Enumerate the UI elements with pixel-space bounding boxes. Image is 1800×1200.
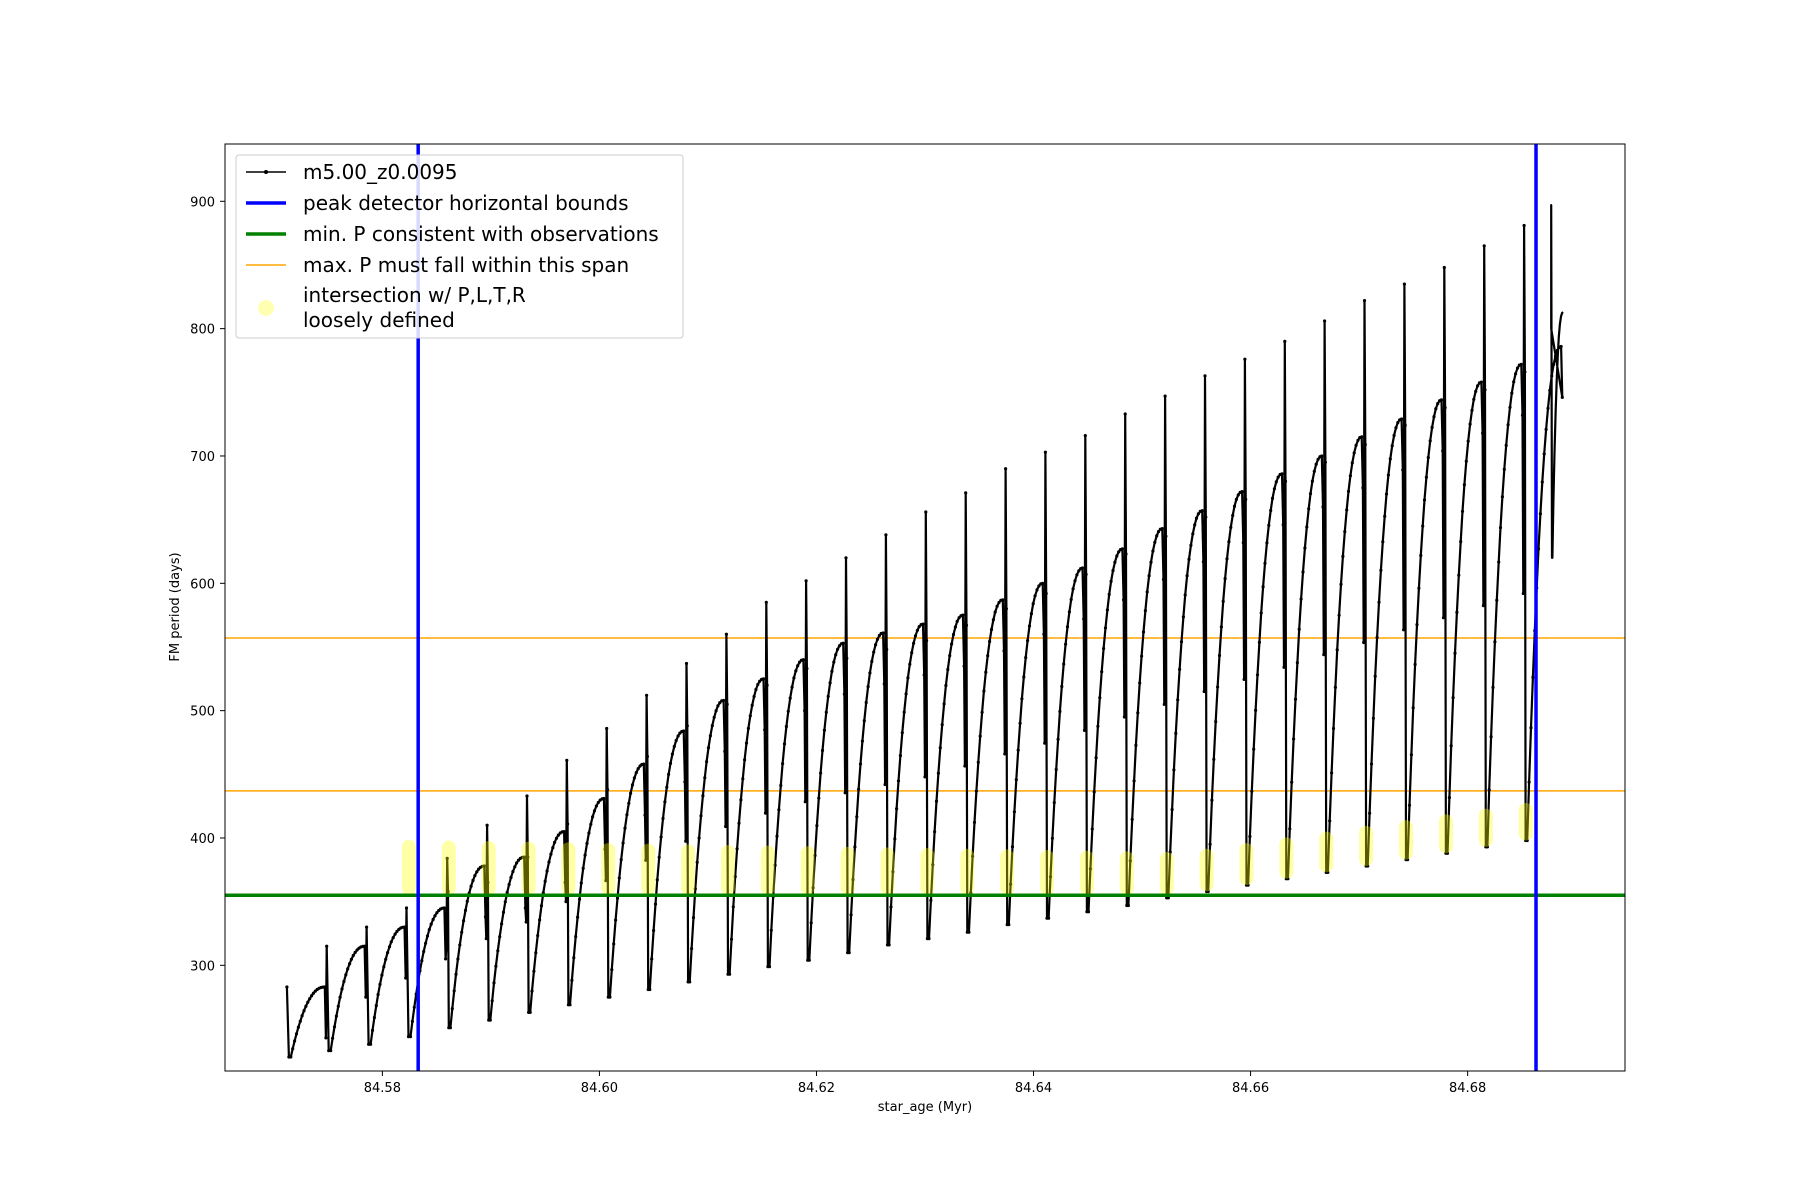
y-tick-label: 700 [190, 450, 215, 465]
intersection-marker [1079, 850, 1094, 896]
legend-entry-min-period: min. P consistent with observations [246, 222, 659, 246]
legend-label-min-period: min. P consistent with observations [303, 222, 659, 246]
intersection-marker [1119, 851, 1134, 896]
intersection-marker [720, 844, 735, 896]
intersection-marker [641, 843, 656, 896]
intersection-marker [880, 847, 895, 896]
intersection-marker [800, 846, 815, 896]
intersection-marker [1239, 843, 1254, 886]
legend-entry-series: m5.00_z0.0095 [246, 160, 458, 184]
intersection-marker [840, 846, 855, 896]
x-tick-label: 84.60 [581, 1081, 618, 1096]
x-tick-label: 84.68 [1449, 1081, 1486, 1096]
legend-entry-max-period: max. P must fall within this span [246, 253, 629, 277]
intersection-marker [601, 843, 616, 896]
plot-area [225, 144, 1625, 1071]
intersection-marker [1319, 831, 1334, 873]
legend-label-bounds: peak detector horizontal bounds [303, 191, 629, 215]
intersection-marker [441, 840, 456, 896]
intersection-marker [760, 845, 775, 896]
intersection-marker [1398, 820, 1413, 860]
legend-label-max-period: max. P must fall within this span [303, 253, 629, 277]
series-markers [285, 223, 1564, 1059]
intersection-marker [481, 841, 496, 896]
legend-entry-intersection: intersection w/ P,L,T,R loosely defined [258, 283, 526, 332]
intersection-marker [1000, 849, 1015, 896]
intersection-marker [1518, 802, 1533, 841]
y-tick-label: 900 [190, 195, 215, 210]
intersection-marker [1040, 850, 1055, 896]
x-tick-label: 84.66 [1232, 1081, 1269, 1096]
legend: m5.00_z0.0095 peak detector horizontal b… [235, 154, 684, 339]
intersection-markers [401, 802, 1533, 896]
x-axis: 84.58 84.60 84.62 84.64 84.66 84.68 [364, 1071, 1486, 1096]
y-axis: 300 400 500 600 700 800 900 [190, 195, 225, 974]
legend-label-series: m5.00_z0.0095 [303, 160, 458, 184]
y-axis-title: FM period (days) [168, 552, 183, 661]
legend-marker-intersection [258, 300, 274, 316]
intersection-marker [681, 844, 696, 896]
y-tick-label: 800 [190, 323, 215, 338]
intersection-marker [401, 839, 416, 896]
legend-label-intersection-line2: loosely defined [303, 308, 455, 332]
intersection-marker [960, 848, 975, 896]
intersection-marker [1159, 851, 1174, 896]
intersection-marker [1478, 808, 1493, 847]
legend-label-intersection: intersection w/ P,L,T,R [303, 283, 526, 307]
intersection-marker [561, 842, 576, 896]
x-tick-label: 84.62 [798, 1081, 835, 1096]
intersection-marker [920, 848, 935, 896]
period-series [285, 204, 1564, 1059]
intersection-marker [521, 841, 536, 896]
intersection-marker [1359, 825, 1374, 866]
y-tick-label: 300 [190, 959, 215, 974]
legend-marker-series [264, 170, 268, 174]
intersection-marker [1279, 837, 1294, 879]
x-tick-label: 84.58 [364, 1081, 401, 1096]
intersection-marker [1438, 814, 1453, 854]
legend-box [235, 154, 684, 339]
x-tick-label: 84.64 [1015, 1081, 1052, 1096]
y-tick-label: 400 [190, 832, 215, 847]
y-tick-label: 600 [190, 577, 215, 592]
plot-frame [224, 143, 1626, 1072]
legend-entry-bounds: peak detector horizontal bounds [246, 191, 629, 215]
intersection-marker [1199, 848, 1214, 892]
x-axis-title: star_age (Myr) [878, 1100, 972, 1115]
y-tick-label: 500 [190, 705, 215, 720]
